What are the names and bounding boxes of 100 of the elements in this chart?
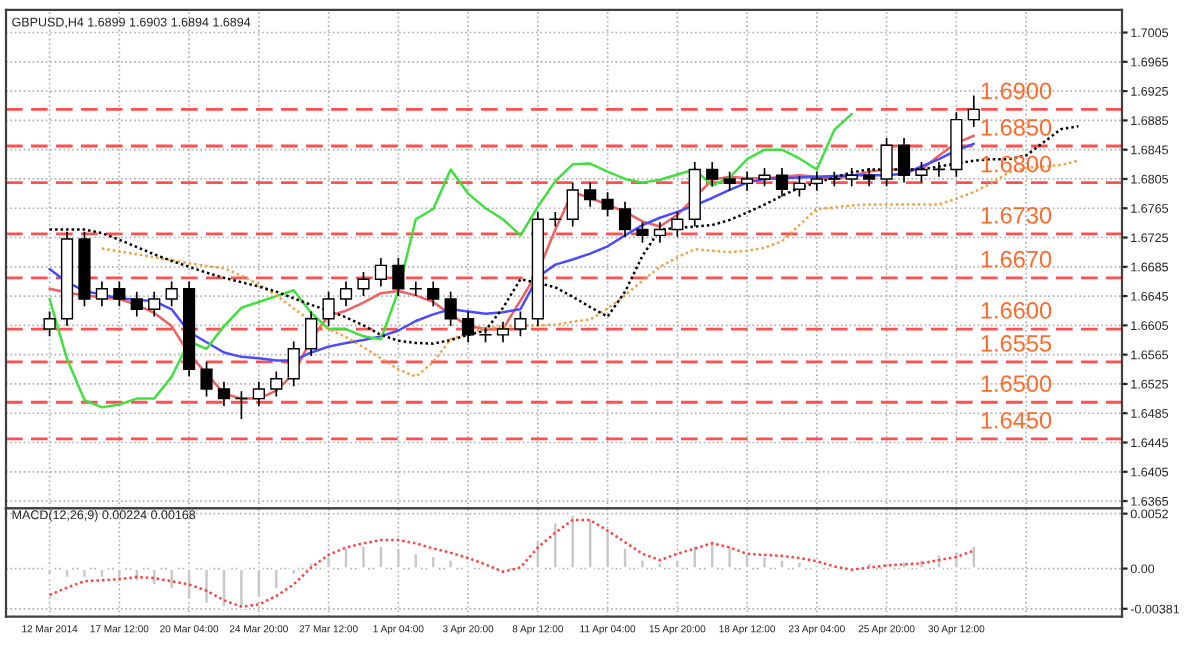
bar bbox=[167, 567, 176, 592]
candlestick bbox=[374, 257, 388, 288]
candlestick bbox=[897, 137, 911, 184]
bar bbox=[743, 551, 752, 570]
bar bbox=[150, 567, 159, 587]
candlestick bbox=[200, 361, 213, 398]
candlestick bbox=[618, 200, 632, 238]
bar bbox=[324, 554, 333, 570]
candlestick bbox=[723, 170, 736, 192]
ref-line-label: 1.6800 bbox=[981, 155, 1052, 173]
candlestick bbox=[322, 290, 335, 327]
bar bbox=[254, 567, 263, 600]
ref-line-label: 1.6600 bbox=[981, 302, 1052, 319]
bar bbox=[812, 562, 821, 570]
ref-line-label: 1.6900 bbox=[981, 82, 1052, 100]
bar bbox=[359, 543, 368, 570]
bar bbox=[97, 567, 106, 580]
candlestick bbox=[95, 280, 109, 308]
candlestick bbox=[305, 310, 318, 357]
bar bbox=[638, 557, 647, 570]
bar bbox=[394, 546, 403, 570]
bar bbox=[63, 567, 72, 580]
bar bbox=[969, 543, 978, 570]
candlestick bbox=[148, 290, 161, 318]
bar bbox=[760, 554, 769, 570]
bar bbox=[655, 560, 664, 570]
bar bbox=[690, 543, 699, 570]
bar bbox=[289, 567, 298, 577]
candlestick bbox=[217, 380, 231, 407]
candlestick bbox=[339, 280, 353, 308]
bar bbox=[603, 529, 612, 570]
bar bbox=[917, 557, 926, 570]
bar bbox=[376, 543, 385, 570]
candlestick bbox=[427, 280, 440, 308]
bar bbox=[708, 538, 717, 570]
candlestick bbox=[810, 170, 823, 192]
candlestick bbox=[496, 320, 510, 344]
candlestick bbox=[130, 290, 143, 318]
candlestick bbox=[444, 290, 457, 327]
bar bbox=[673, 557, 682, 570]
candlestick bbox=[165, 280, 178, 308]
bar bbox=[237, 567, 246, 610]
bar bbox=[185, 567, 194, 602]
bar bbox=[411, 551, 420, 570]
bar bbox=[621, 546, 630, 570]
candlestick bbox=[584, 181, 597, 208]
candlestick bbox=[514, 310, 527, 338]
bar bbox=[568, 513, 577, 570]
bar bbox=[202, 567, 211, 606]
ref-line-label: 1.6850 bbox=[981, 119, 1052, 136]
candlestick bbox=[740, 170, 754, 192]
line-series bbox=[48, 112, 853, 409]
bar bbox=[429, 554, 438, 570]
bar bbox=[45, 567, 54, 578]
bar bbox=[446, 557, 455, 570]
bar bbox=[219, 567, 228, 610]
candlestick bbox=[863, 167, 876, 188]
candlestick bbox=[357, 271, 370, 297]
candlestick bbox=[758, 167, 771, 188]
candlestick bbox=[43, 310, 56, 338]
candlestick bbox=[775, 167, 789, 198]
bar bbox=[725, 543, 734, 570]
candlestick bbox=[828, 170, 841, 188]
candlestick bbox=[601, 191, 614, 218]
bar bbox=[132, 567, 141, 583]
line-series bbox=[48, 518, 976, 608]
bar bbox=[551, 520, 560, 570]
candlestick bbox=[880, 137, 893, 188]
bar bbox=[586, 516, 595, 570]
candlestick bbox=[671, 211, 684, 238]
ref-line-label: 1.6555 bbox=[981, 335, 1052, 352]
line-series bbox=[48, 134, 976, 400]
candlestick bbox=[915, 161, 928, 184]
bar bbox=[533, 537, 542, 570]
candlestick bbox=[549, 211, 562, 228]
bar bbox=[934, 552, 943, 570]
candlestick bbox=[636, 221, 649, 244]
candlestick bbox=[270, 370, 283, 398]
candlestick bbox=[287, 340, 300, 387]
bar bbox=[272, 567, 281, 592]
candlestick bbox=[967, 94, 980, 128]
bar bbox=[777, 557, 786, 570]
bar bbox=[80, 567, 89, 580]
bar bbox=[795, 559, 804, 570]
ref-line-label: 1.6730 bbox=[981, 206, 1052, 224]
candlestick bbox=[793, 175, 806, 198]
candlestick bbox=[392, 257, 405, 297]
bar bbox=[464, 562, 473, 570]
candlestick bbox=[706, 161, 719, 188]
bar bbox=[115, 567, 124, 581]
candlestick bbox=[653, 221, 667, 244]
ref-line-label: 1.6500 bbox=[981, 375, 1052, 393]
bar bbox=[952, 549, 961, 570]
candlestick bbox=[252, 380, 265, 407]
line-series bbox=[100, 159, 1080, 378]
ref-line-label: 1.6450 bbox=[981, 411, 1052, 429]
ref-line-label: 1.6670 bbox=[981, 250, 1052, 268]
candlestick bbox=[113, 280, 126, 308]
candlestick bbox=[566, 181, 579, 228]
bar bbox=[342, 546, 351, 570]
